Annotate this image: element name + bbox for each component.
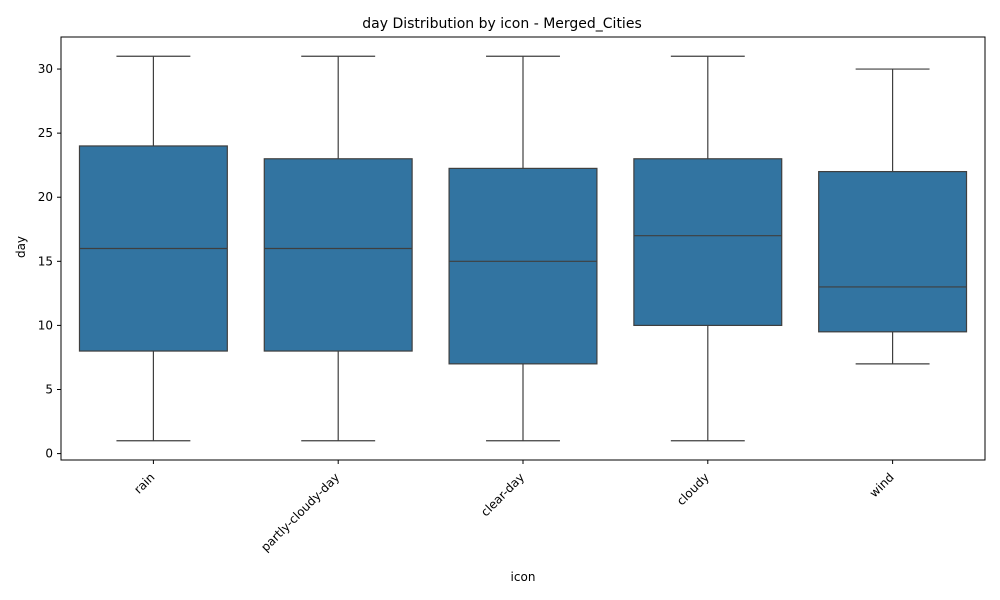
y-tick-label: 5 bbox=[45, 383, 53, 397]
box-clear-day bbox=[448, 55, 598, 442]
x-tick-label: wind bbox=[867, 470, 897, 500]
x-tick-label: rain bbox=[131, 470, 157, 496]
y-tick-label: 10 bbox=[38, 318, 53, 332]
iqr-box bbox=[263, 158, 413, 352]
x-tick-label: cloudy bbox=[674, 470, 712, 508]
box-series bbox=[78, 55, 968, 442]
y-axis-ticks: 0 5 10 15 20 25 30 bbox=[38, 62, 61, 461]
x-axis-ticks: rain partly-cloudy-day clear-day cloudy wind bbox=[131, 460, 897, 554]
y-tick-label: 0 bbox=[45, 447, 53, 461]
box-cloudy bbox=[633, 55, 783, 442]
plot-frame bbox=[60, 36, 986, 461]
x-axis-label: icon bbox=[511, 570, 536, 584]
iqr-box bbox=[448, 167, 598, 365]
chart-title: day Distribution by icon - Merged_Cities bbox=[362, 16, 641, 32]
y-tick-label: 25 bbox=[38, 126, 53, 140]
y-tick-label: 15 bbox=[38, 254, 53, 268]
x-tick-label: clear-day bbox=[478, 470, 527, 519]
y-tick-label: 30 bbox=[38, 62, 53, 76]
box-partly-cloudy-day bbox=[263, 55, 413, 442]
y-tick-label: 20 bbox=[38, 190, 53, 204]
iqr-box bbox=[633, 158, 783, 327]
y-axis-label: day bbox=[14, 236, 28, 258]
iqr-box bbox=[818, 170, 968, 333]
box-wind bbox=[818, 68, 968, 365]
x-tick-label: partly-cloudy-day bbox=[258, 470, 342, 554]
box-rain bbox=[78, 55, 228, 442]
